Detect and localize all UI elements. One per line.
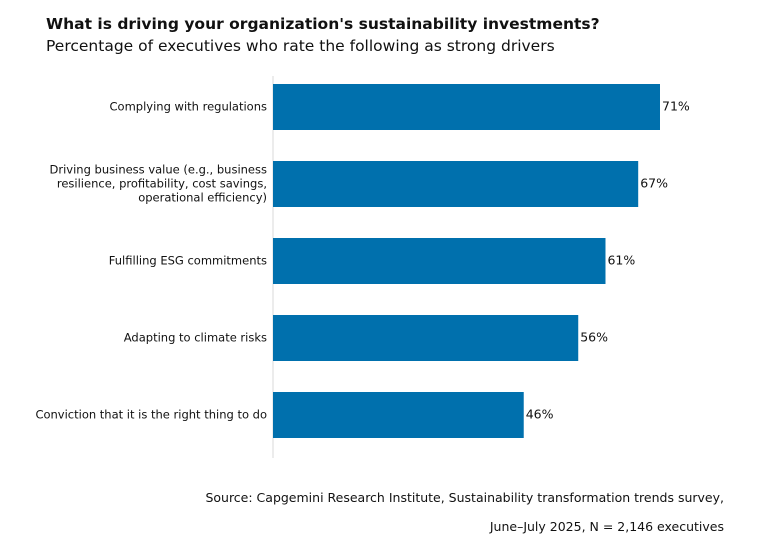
category-label-1: Complying with regulations bbox=[110, 100, 267, 114]
source-note-line-2: June–July 2025, N = 2,146 executives bbox=[489, 519, 724, 534]
chart-title: What is driving your organization's sust… bbox=[46, 15, 600, 33]
bar-1 bbox=[273, 84, 660, 130]
category-label-line: Driving business value (e.g., business bbox=[50, 163, 267, 177]
category-label-5: Conviction that it is the right thing to… bbox=[35, 408, 267, 422]
category-label-line: Adapting to climate risks bbox=[124, 331, 267, 345]
bar-5 bbox=[273, 392, 524, 438]
value-label-3: 61% bbox=[607, 253, 635, 268]
category-label-line: Complying with regulations bbox=[110, 100, 267, 114]
value-label-2: 67% bbox=[640, 176, 668, 191]
chart-subtitle: Percentage of executives who rate the fo… bbox=[46, 37, 555, 55]
value-label-4: 56% bbox=[580, 330, 608, 345]
source-note-line-1: Source: Capgemini Research Institute, Su… bbox=[205, 490, 724, 505]
value-label-5: 46% bbox=[526, 407, 554, 422]
category-label-line: resilience, profitability, cost savings, bbox=[57, 177, 267, 191]
category-label-3: Fulfilling ESG commitments bbox=[109, 254, 267, 268]
bar-3 bbox=[273, 238, 606, 284]
bar-4 bbox=[273, 315, 579, 361]
category-label-line: operational efficiency) bbox=[138, 191, 267, 205]
category-label-2: Driving business value (e.g., business re… bbox=[50, 163, 267, 205]
category-label-line: Fulfilling ESG commitments bbox=[109, 254, 267, 268]
category-label-4: Adapting to climate risks bbox=[124, 331, 267, 345]
category-label-line: Conviction that it is the right thing to… bbox=[35, 408, 267, 422]
value-label-1: 71% bbox=[662, 99, 690, 114]
bar-2 bbox=[273, 161, 639, 207]
